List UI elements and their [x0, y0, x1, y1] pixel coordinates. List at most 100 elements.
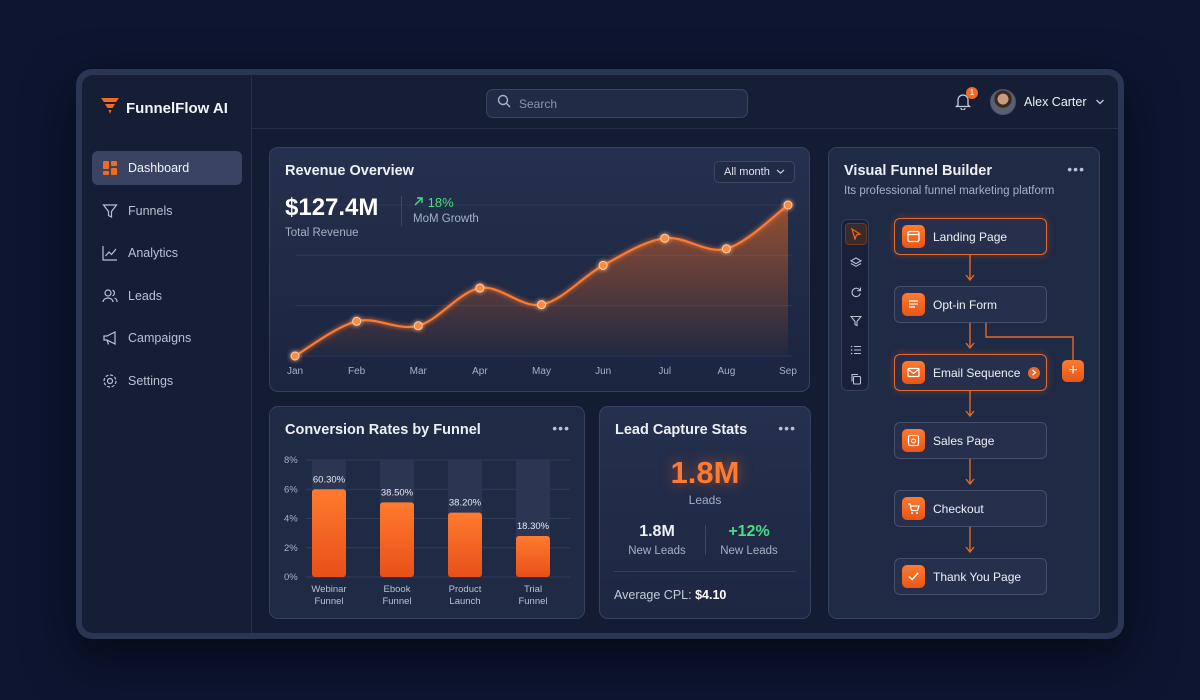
cursor-icon[interactable]: [845, 223, 867, 245]
bar[interactable]: [448, 512, 482, 577]
bar[interactable]: [380, 502, 414, 577]
chevron-right-icon[interactable]: [1028, 366, 1040, 379]
analytics-icon: [102, 245, 118, 261]
data-point[interactable]: [721, 244, 731, 254]
funnel-step-landing-page[interactable]: Landing Page: [894, 218, 1047, 255]
funnel-step-thank-you-page[interactable]: Thank You Page: [894, 558, 1047, 595]
data-point[interactable]: [290, 351, 300, 361]
funnel-step-opt-in-form[interactable]: Opt-in Form: [894, 286, 1047, 323]
period-select[interactable]: All month: [714, 161, 795, 183]
funnel-logo-icon: [100, 97, 120, 120]
filter-icon[interactable]: [845, 310, 867, 332]
data-label: 18.30%: [517, 521, 550, 532]
app-frame: FunnelFlow AI Dashboard Funnels Analytics L…: [76, 69, 1124, 639]
data-point[interactable]: [783, 200, 793, 210]
list-icon[interactable]: [845, 339, 867, 361]
builder-toolbar: [841, 219, 869, 391]
data-point[interactable]: [537, 300, 546, 310]
notification-badge: 1: [966, 87, 978, 99]
more-options-icon[interactable]: •••: [552, 420, 570, 436]
refresh-icon[interactable]: [845, 281, 867, 303]
sidebar-item-label: Leads: [128, 288, 163, 303]
avatar: [990, 89, 1016, 115]
lead-capture-card: Lead Capture Stats ••• 1.8M Leads 1.8M N…: [599, 406, 811, 619]
mail-icon: [902, 361, 925, 384]
more-options-icon[interactable]: •••: [778, 420, 796, 436]
funnel-step-label: Landing Page: [933, 229, 1008, 244]
add-step-button[interactable]: +: [1062, 360, 1084, 382]
arrow-up-right-icon: [413, 195, 428, 210]
x-tick-label: Feb: [348, 366, 366, 377]
copy-icon[interactable]: [845, 368, 867, 390]
conversion-rates-card: 8% 6% 4% 2% 0% 60.30% Webinar Funnel 38.50% Ebook…: [269, 406, 585, 619]
card-title: Visual Funnel Builder: [844, 163, 992, 179]
sidebar-item-label: Analytics: [128, 246, 179, 260]
x-tick-label: Launch: [449, 596, 480, 607]
cpl-value: $4.10: [695, 588, 727, 602]
more-options-icon[interactable]: •••: [1067, 161, 1085, 177]
stat-value: +12%: [728, 523, 770, 540]
x-tick-label: Aug: [717, 366, 735, 377]
bar[interactable]: [312, 489, 346, 577]
stat-label: New Leads: [720, 545, 778, 557]
sidebar-item-analytics[interactable]: Analytics: [92, 236, 242, 270]
period-select-value: All month: [724, 166, 770, 178]
user-menu[interactable]: Alex Carter: [990, 89, 1105, 115]
card-title: Lead Capture Stats: [615, 422, 748, 438]
x-tick-label: Funnel: [314, 596, 343, 607]
browser-icon: [902, 225, 925, 248]
sidebar-item-leads[interactable]: Leads: [92, 279, 242, 313]
funnel-step-sales-page[interactable]: Sales Page: [894, 422, 1047, 459]
funnel-step-email-sequence[interactable]: Email Sequence: [894, 354, 1047, 391]
search-input[interactable]: [519, 96, 719, 111]
sidebar-item-campaigns[interactable]: Campaigns: [92, 321, 242, 355]
total-revenue-value: $127.4M: [285, 194, 379, 221]
chevron-down-icon: [776, 166, 785, 178]
bar[interactable]: [516, 536, 550, 577]
x-tick-label: Jun: [595, 366, 611, 377]
x-tick-label: Apr: [472, 366, 488, 377]
chevron-down-icon: [1095, 95, 1105, 109]
search-icon: [497, 94, 511, 113]
y-tick-label: 0%: [284, 572, 298, 583]
x-tick-label: Product: [449, 584, 482, 595]
card-subtitle: Its professional funnel marketing platfo…: [844, 185, 1055, 197]
notification-button[interactable]: 1: [954, 87, 978, 112]
sidebar-item-dashboard[interactable]: Dashboard: [92, 151, 242, 185]
data-point[interactable]: [475, 283, 485, 293]
cpl-label: Average CPL:: [614, 588, 692, 602]
app-name: FunnelFlow AI: [126, 100, 228, 117]
sidebar: FunnelFlow AI Dashboard Funnels Analytics L…: [82, 75, 252, 633]
brand: FunnelFlow AI: [100, 97, 228, 120]
funnel-step-label: Thank You Page: [933, 569, 1022, 584]
search-box[interactable]: [486, 89, 748, 118]
revenue-area: [295, 205, 788, 356]
data-point[interactable]: [660, 233, 670, 243]
data-point[interactable]: [598, 260, 608, 270]
x-tick-label: Mar: [410, 366, 428, 377]
dollar-icon: [902, 429, 925, 452]
total-revenue-label: Total Revenue: [285, 227, 359, 239]
revenue-chart: Jan Feb Mar Apr May Jun Jul Aug Sep: [287, 200, 797, 377]
x-tick-label: Funnel: [518, 596, 547, 607]
sidebar-item-label: Dashboard: [128, 161, 190, 175]
y-tick-label: 4%: [284, 514, 298, 525]
data-point[interactable]: [413, 321, 423, 331]
data-label: 38.20%: [449, 498, 482, 509]
stat-new-leads: 1.8M New Leads: [609, 523, 705, 557]
stat-value: 1.8M: [639, 523, 675, 540]
x-tick-label: Jan: [287, 366, 303, 377]
layers-icon[interactable]: [845, 252, 867, 274]
funnel-step-label: Opt-in Form: [933, 297, 998, 312]
x-tick-label: Webinar: [311, 584, 346, 595]
check-icon: [902, 565, 925, 588]
data-label: 60.30%: [313, 474, 346, 485]
y-tick-label: 2%: [284, 543, 298, 554]
sidebar-item-settings[interactable]: Settings: [92, 364, 242, 398]
funnel-step-checkout[interactable]: Checkout: [894, 490, 1047, 527]
sidebar-item-funnels[interactable]: Funnels: [92, 194, 242, 228]
funnel-step-label: Sales Page: [933, 433, 995, 448]
average-cpl: Average CPL: $4.10: [614, 588, 726, 602]
x-tick-label: May: [532, 366, 551, 377]
data-point[interactable]: [352, 316, 362, 326]
